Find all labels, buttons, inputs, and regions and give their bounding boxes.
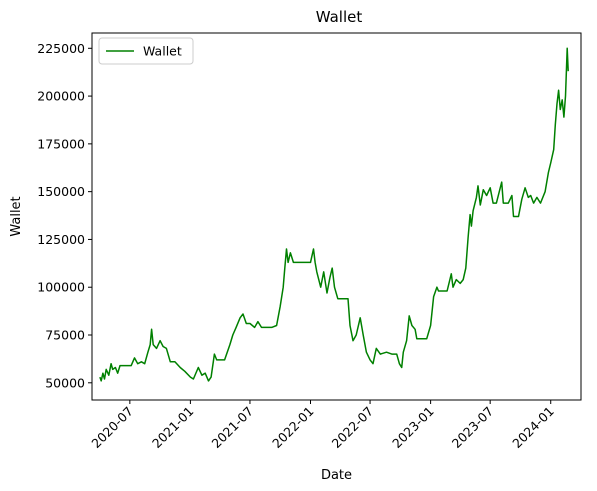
y-tick-label: 125000 <box>37 232 85 247</box>
legend-label-wallet: Wallet <box>143 44 182 59</box>
chart-title: Wallet <box>316 8 363 26</box>
legend: Wallet <box>98 37 194 65</box>
series-line-wallet <box>99 47 569 382</box>
y-tick-label: 50000 <box>45 375 85 390</box>
y-tick-label: 150000 <box>37 184 85 199</box>
y-tick-label: 75000 <box>45 328 85 343</box>
y-tick-label: 200000 <box>37 89 85 104</box>
x-axis-title: Date <box>321 468 352 483</box>
y-tick-label: 100000 <box>37 280 85 295</box>
legend-box <box>98 37 194 65</box>
axes-frame <box>91 32 582 401</box>
y-axis-ticks: 50000 75000 100000 125000 150000 175000 200000… <box>37 41 92 390</box>
y-axis-title: Wallet <box>9 196 24 236</box>
plot-area <box>91 32 582 401</box>
y-tick-label: 225000 <box>37 41 85 56</box>
y-tick-label: 175000 <box>37 136 85 151</box>
